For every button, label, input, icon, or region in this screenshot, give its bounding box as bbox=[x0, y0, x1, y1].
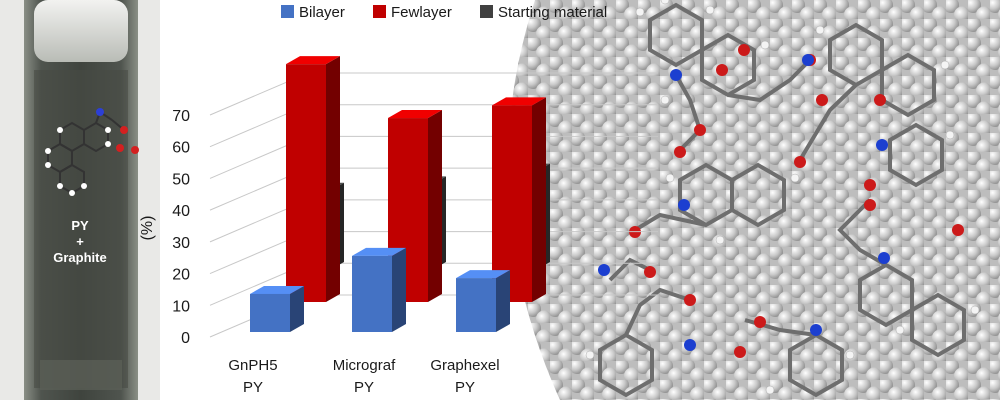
x-tick-label: GnPH5 bbox=[228, 357, 277, 374]
bar-top bbox=[286, 56, 340, 65]
vial-label-line1: PY bbox=[71, 218, 89, 233]
adsorbed-molecules bbox=[598, 2, 966, 398]
legend-label: Bilayer bbox=[299, 4, 345, 21]
bar-bilayer bbox=[352, 247, 406, 332]
y-tick-label: 50 bbox=[172, 171, 190, 188]
bar-front bbox=[250, 293, 290, 332]
bar-front bbox=[492, 105, 532, 302]
bar-side bbox=[326, 56, 340, 303]
cuvette-photo bbox=[0, 0, 160, 400]
x-axis-labels: GnPH5 PY Micrograf PY Graphexel PY bbox=[228, 357, 499, 396]
bar-side bbox=[290, 285, 304, 332]
legend-item: Starting material bbox=[480, 4, 607, 21]
legend-swatch bbox=[480, 5, 493, 18]
y-tick-label: 20 bbox=[172, 267, 190, 284]
y-tick-label: 40 bbox=[172, 203, 190, 220]
bar-side bbox=[496, 270, 510, 332]
legend-swatch bbox=[373, 5, 386, 18]
y-axis-ticks: 0 10 20 30 40 50 60 70 bbox=[172, 108, 190, 347]
chart-bars bbox=[250, 56, 550, 332]
legend-label: Fewlayer bbox=[391, 4, 452, 21]
legend-swatch bbox=[281, 5, 294, 18]
bar-top bbox=[352, 247, 406, 256]
chart-legend: Bilayer Fewlayer Starting material bbox=[281, 4, 607, 21]
bar-top bbox=[456, 270, 510, 279]
legend-label: Starting material bbox=[498, 4, 607, 21]
bar-fewlayer bbox=[286, 56, 340, 303]
gridline bbox=[209, 72, 658, 116]
legend-item: Bilayer bbox=[281, 4, 345, 21]
bar-front bbox=[352, 255, 392, 332]
bar-top bbox=[388, 110, 442, 119]
bar-top bbox=[250, 285, 304, 294]
bar-bilayer bbox=[456, 270, 510, 332]
bar-side bbox=[428, 110, 442, 302]
y-tick-label: 0 bbox=[181, 330, 190, 347]
bar-front bbox=[286, 64, 326, 303]
x-tick-label: PY bbox=[455, 379, 475, 396]
vial-label-line2: + bbox=[76, 234, 84, 249]
bar-bilayer bbox=[250, 285, 304, 332]
y-tick-label: 60 bbox=[172, 140, 190, 157]
y-tick-label: 10 bbox=[172, 298, 190, 315]
bar-side bbox=[392, 247, 406, 332]
bar-front bbox=[456, 278, 496, 332]
y-tick-label: 70 bbox=[172, 108, 190, 125]
legend-item: Fewlayer bbox=[373, 4, 452, 21]
x-tick-label: Graphexel bbox=[430, 357, 499, 374]
x-tick-label: PY bbox=[354, 379, 374, 396]
bar-fewlayer bbox=[492, 97, 546, 302]
bar-side bbox=[532, 97, 546, 302]
bar-top bbox=[492, 97, 546, 106]
vial-label-line3: Graphite bbox=[53, 250, 107, 265]
bar-fewlayer bbox=[388, 110, 442, 302]
x-tick-label: PY bbox=[243, 379, 263, 396]
y-tick-label: 30 bbox=[172, 235, 190, 252]
x-tick-label: Micrograf bbox=[333, 357, 396, 374]
y-axis-label: (%) bbox=[139, 216, 156, 241]
